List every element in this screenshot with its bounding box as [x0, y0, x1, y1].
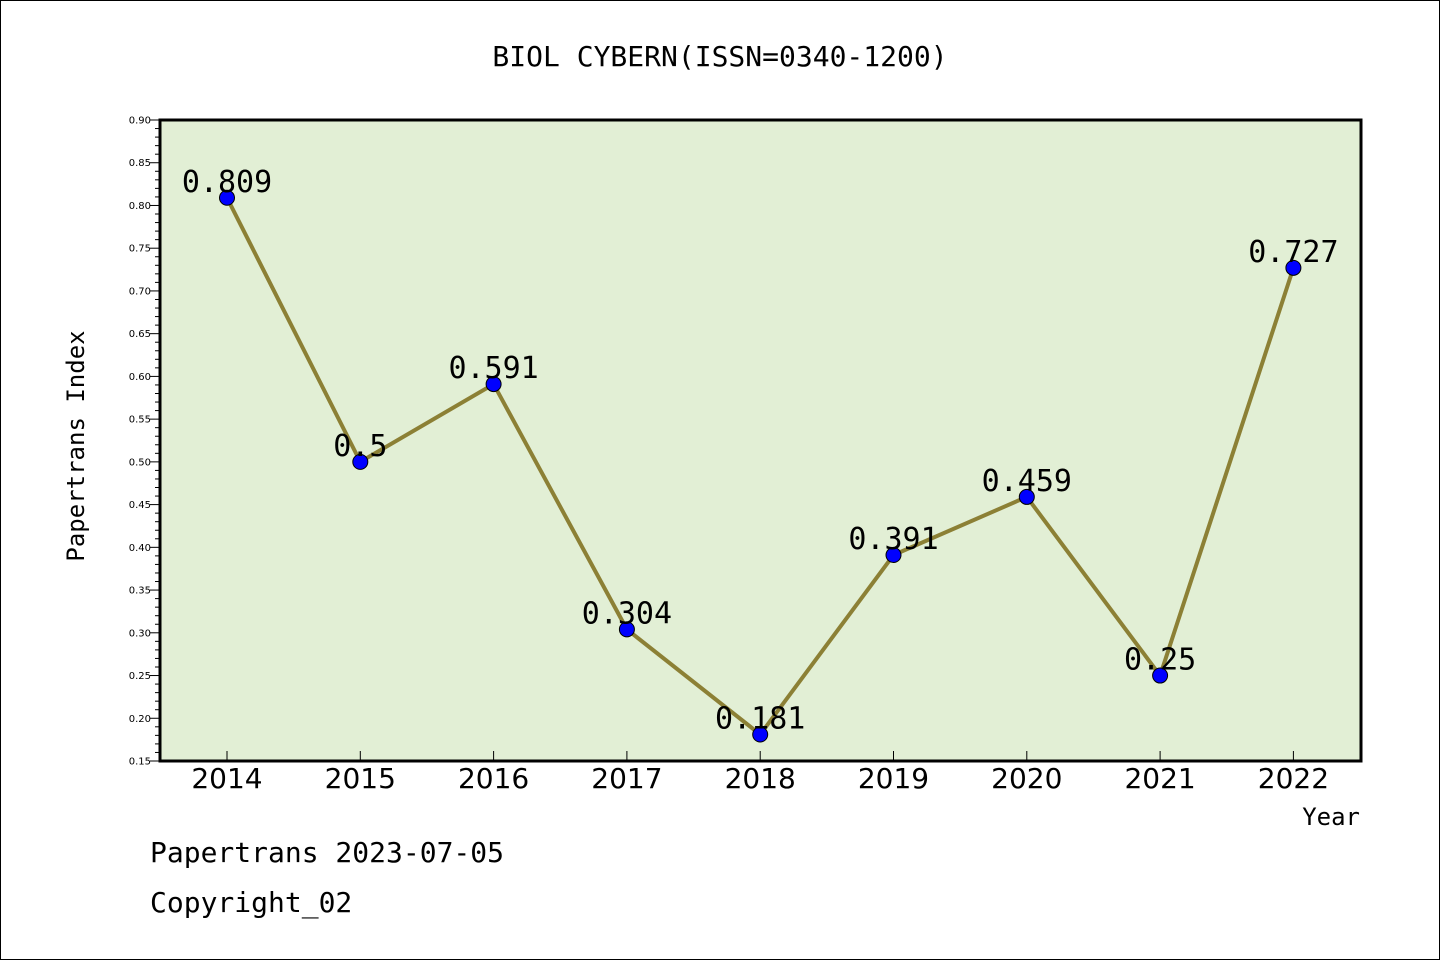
data-label: 0.459: [982, 464, 1072, 499]
data-point: [752, 726, 769, 743]
y-tick-label: 0.80: [129, 201, 151, 212]
x-tick-label: 2018: [725, 762, 796, 795]
data-label: 0.5: [333, 429, 387, 464]
y-tick-label: 0.30: [129, 628, 151, 639]
y-tick-label: 0.65: [129, 329, 151, 340]
data-labels: 0.809 0.5 0.591 0.304 0.181 0.391 0.459 0.25 0.7…: [182, 165, 1339, 737]
x-tick-label: 2015: [325, 762, 396, 795]
y-tick-label: 0.40: [129, 543, 151, 554]
x-tick-label: 2014: [191, 762, 262, 795]
y-tick-label: 0.25: [129, 671, 151, 682]
data-point: [1285, 259, 1302, 276]
y-tick-label: 0.35: [129, 586, 151, 597]
footer-date: Papertrans 2023-07-05: [150, 836, 505, 869]
data-label: 0.25: [1124, 643, 1196, 678]
y-axis: 0.15 0.20 0.25 0.30 0.35 0.40 0.45 0.50 0.55 0.60…: [129, 116, 160, 768]
x-tick-label: 2019: [858, 762, 929, 795]
x-tick-label: 2022: [1258, 762, 1329, 795]
data-point: [485, 376, 502, 393]
y-tick-label: 0.70: [129, 286, 151, 297]
y-axis-label: Papertrans Index: [62, 330, 90, 561]
y-tick-label: 0.50: [129, 457, 151, 468]
y-tick-label: 0.60: [129, 372, 151, 383]
data-label: 0.727: [1248, 235, 1338, 270]
data-point: [1018, 488, 1035, 505]
footer-copyright: Copyright_02: [150, 886, 353, 919]
data-point: [1152, 667, 1169, 684]
x-tick-label: 2020: [991, 762, 1062, 795]
x-axis-label: Year: [1302, 803, 1360, 831]
y-tick-label: 0.85: [129, 158, 151, 169]
y-tick-label: 0.20: [129, 714, 151, 725]
data-label: 0.591: [448, 351, 538, 386]
data-label: 0.304: [582, 596, 672, 631]
x-tick-label: 2016: [458, 762, 529, 795]
data-label: 0.181: [715, 702, 805, 737]
y-tick-label: 0.55: [129, 415, 151, 426]
x-axis: 2014 2015 2016 2017 2018 2019 2020 2021 2022: [191, 751, 1329, 795]
data-point: [618, 621, 635, 638]
data-points: [219, 189, 1302, 743]
y-tick-label: 0.75: [129, 244, 151, 255]
x-tick-label: 2021: [1124, 762, 1195, 795]
x-tick-label: 2017: [591, 762, 662, 795]
data-point: [219, 189, 235, 206]
y-tick-label: 0.90: [129, 116, 151, 127]
y-tick-label: 0.45: [129, 500, 151, 511]
plot-area: [158, 118, 1363, 763]
data-label: 0.391: [848, 522, 938, 557]
y-tick-label: 0.15: [129, 757, 151, 768]
data-label: 0.809: [182, 165, 272, 200]
chart-title: BIOL CYBERN(ISSN=0340-1200): [492, 40, 947, 73]
data-point: [352, 453, 369, 470]
data-point: [885, 547, 902, 564]
